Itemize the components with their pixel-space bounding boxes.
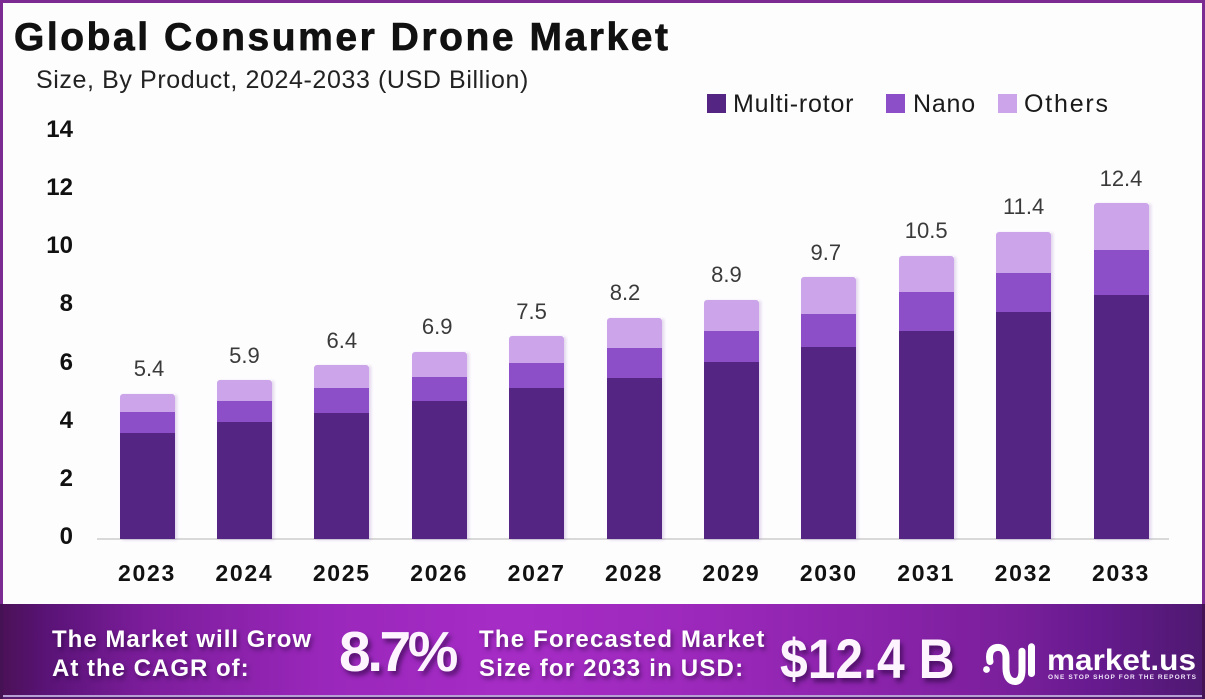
svg-text:market.us: market.us [1047, 644, 1196, 677]
svg-text:ONE STOP SHOP FOR THE REPORTS: ONE STOP SHOP FOR THE REPORTS [1048, 674, 1197, 681]
